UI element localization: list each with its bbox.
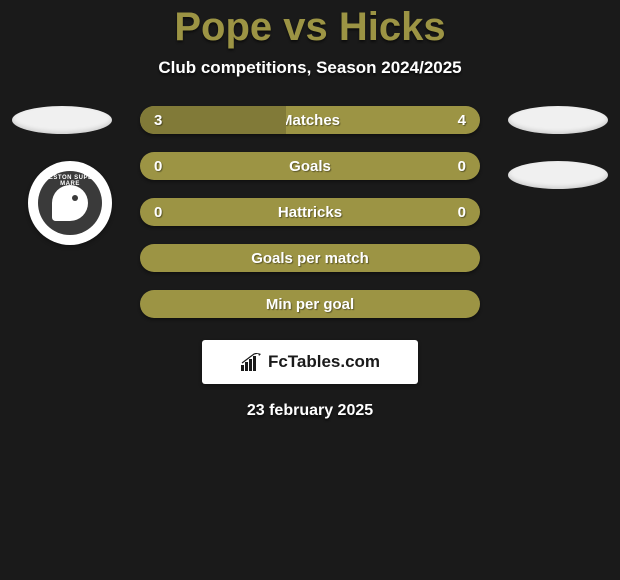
- stat-value-left: 3: [154, 112, 162, 129]
- stat-bar-matches: 3Matches4: [140, 106, 480, 134]
- brand-chart-icon: [240, 353, 262, 371]
- page-subtitle: Club competitions, Season 2024/2025: [158, 58, 461, 78]
- stat-value-left: 0: [154, 158, 162, 175]
- stat-bar-goals: 0Goals0: [140, 152, 480, 180]
- page-title: Pope vs Hicks: [174, 5, 445, 50]
- club-badge-left: WESTON SUPER MARE: [28, 161, 112, 245]
- player-right-ellipse-1: [508, 106, 608, 134]
- stat-value-right: 0: [458, 204, 466, 221]
- stat-bar-min-per-goal: Min per goal: [140, 290, 480, 318]
- stat-value-right: 0: [458, 158, 466, 175]
- stat-value-right: 4: [458, 112, 466, 129]
- stat-bar-goals-per-match: Goals per match: [140, 244, 480, 272]
- stats-area: WESTON SUPER MARE 3Matches40Goals00Hattr…: [0, 106, 620, 420]
- stat-rows: 3Matches40Goals00Hattricks0Goals per mat…: [140, 106, 480, 318]
- brand-text: FcTables.com: [268, 352, 380, 372]
- date-line: 23 february 2025: [0, 402, 620, 420]
- brand-box: FcTables.com: [202, 340, 418, 384]
- stat-value-left: 0: [154, 204, 162, 221]
- stat-bar-hattricks: 0Hattricks0: [140, 198, 480, 226]
- player-left-ellipse-1: [12, 106, 112, 134]
- stat-label: Hattricks: [140, 204, 480, 221]
- stat-label: Goals per match: [140, 250, 480, 267]
- club-badge-bird-icon: [52, 185, 88, 221]
- player-right-ellipse-2: [508, 161, 608, 189]
- club-badge-inner: WESTON SUPER MARE: [38, 171, 102, 235]
- stat-label: Min per goal: [140, 296, 480, 313]
- stat-label: Goals: [140, 158, 480, 175]
